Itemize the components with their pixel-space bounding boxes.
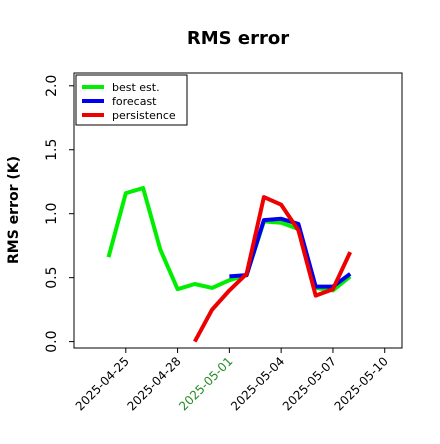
x-tick-label: 2025-05-07 — [280, 354, 339, 413]
series-layer — [106, 186, 353, 343]
series-line-persistence — [193, 195, 353, 343]
x-tick-label: 2025-05-01 — [176, 354, 235, 413]
y-tick-label: 0.0 — [44, 330, 60, 352]
y-axis-label: RMS error (K) — [6, 156, 22, 264]
y-tick-label: 0.5 — [44, 267, 60, 289]
y-tick-label: 1.5 — [44, 139, 60, 161]
x-tick-label: 2025-05-10 — [332, 354, 391, 413]
legend-label: best est. — [112, 81, 160, 94]
y-tick-label: 2.0 — [44, 75, 60, 97]
chart-title: RMS error — [187, 28, 289, 49]
plot-frame — [73, 72, 403, 349]
x-tick-label: 2025-04-25 — [73, 354, 132, 413]
legend-label: persistence — [112, 109, 176, 122]
legend-label: forecast — [112, 95, 157, 108]
x-tick-label: 2025-05-04 — [228, 354, 287, 413]
series-line-forecast — [229, 216, 352, 289]
y-tick-label: 1.0 — [44, 203, 60, 225]
x-tick-label: 2025-04-28 — [124, 354, 183, 413]
